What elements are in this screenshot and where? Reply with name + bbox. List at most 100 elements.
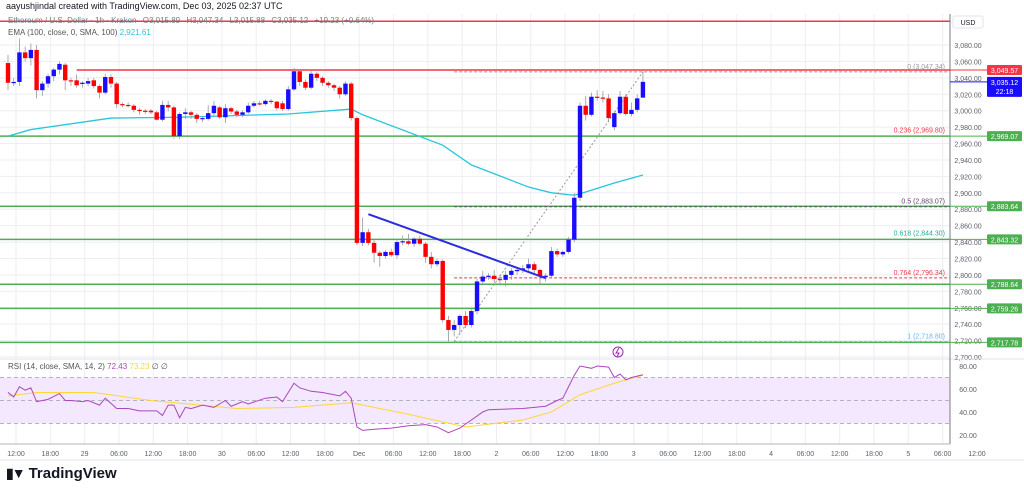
candle [17,38,22,87]
candle [246,102,251,114]
price-axis-label: 2,960.00 [954,142,981,149]
price-axis-label: 3,060.00 [954,59,981,66]
time-axis-label: 18:00 [591,451,609,458]
candle-body [160,104,165,120]
rsi-legend[interactable]: RSI (14, close, SMA, 14, 2) 72.43 73.23 … [8,362,168,371]
candle-body [103,77,108,93]
ema-legend[interactable]: EMA (100, close, 0, SMA, 100) 2,921.61 [8,28,151,37]
candle-body [583,105,588,115]
candle [492,269,497,284]
candle [268,99,274,105]
time-axis-label: 30 [218,451,226,458]
candle [97,84,102,99]
candle-body [377,252,382,257]
rsi-label: RSI (14, close, SMA, 14, 2) [8,362,105,371]
change-value: +19.23 (+0.64%) [314,16,375,25]
candle [297,69,302,87]
candle [509,268,514,280]
candle [389,248,394,257]
candle [274,100,280,111]
candle-body [314,73,320,78]
candle [263,99,268,106]
candle-body [240,112,245,115]
candle-body [308,73,314,88]
candle-body [497,279,503,281]
candle-body [148,110,154,113]
candle [160,100,165,122]
candle-body [537,269,543,277]
time-axis-label: 06:00 [797,451,815,458]
candle [188,110,194,119]
price-axis-label: 2,880.00 [954,207,981,214]
close-value: C3,035.12 [271,16,309,25]
candle-body [28,49,34,59]
candle [200,116,205,123]
candle [560,250,566,257]
candle [629,102,634,117]
candle [394,240,400,259]
price-axis-label: 2,980.00 [954,125,981,132]
candle-body [291,71,297,90]
candle-body [263,100,268,105]
candle [125,102,131,108]
candle-body [400,241,405,243]
candle-body [406,241,411,244]
candle [217,105,222,119]
time-axis-label: 12:00 [694,451,712,458]
candle [377,251,382,267]
candle-body [22,52,28,59]
price-axis-label: 2,800.00 [954,273,981,280]
candle [331,83,337,91]
candle [206,104,211,121]
candle [480,270,485,285]
candle-body [589,96,594,115]
ema-value: 2,921.61 [119,28,151,37]
candle-body [183,112,188,114]
candle [434,258,440,267]
rsi-axis-label: 20.00 [959,433,977,440]
price-axis-label: 3,020.00 [954,92,981,99]
candle-body [560,251,566,255]
candle [74,74,79,88]
candle [148,109,154,114]
rsi-axis-label: 80.00 [959,364,977,371]
candle-body [85,81,91,84]
time-axis-label: 18:00 [865,451,883,458]
rsi-line [7,365,644,434]
candle [383,250,388,259]
symbol-name[interactable]: Ethereum / U.S. Dollar · 1h · Kraken [8,16,137,25]
price-axis-label: 2,900.00 [954,191,981,198]
candle [589,92,594,117]
candle [286,86,291,111]
candle-body [131,105,137,110]
time-axis-label: 06:00 [522,451,540,458]
candle [446,315,451,342]
candle-body [34,49,39,91]
candle [194,113,199,124]
price-axis-label: 2,840.00 [954,240,981,247]
candle-body [360,232,365,243]
tradingview-logo[interactable]: ▮▼ TradingView [6,465,117,482]
candle [183,108,188,119]
high-value: H3,047.34 [186,16,224,25]
candle-body [171,107,177,137]
candle-body [492,275,497,280]
rsi-extra-2: ∅ [160,362,168,371]
candle [526,258,531,272]
candle-body [389,251,394,256]
candle [137,108,142,115]
candle [457,314,463,335]
candle [635,94,640,113]
candle [22,46,28,62]
candle [429,251,434,269]
lightning-icon[interactable] [612,346,624,358]
candle [211,100,217,118]
candle-body [457,315,463,325]
time-axis-label: 06:00 [247,451,265,458]
candle [532,261,537,275]
candle-body [63,64,68,81]
time-axis-label: 3 [632,451,636,458]
candle [154,110,159,121]
currency-label: USD [961,20,976,27]
